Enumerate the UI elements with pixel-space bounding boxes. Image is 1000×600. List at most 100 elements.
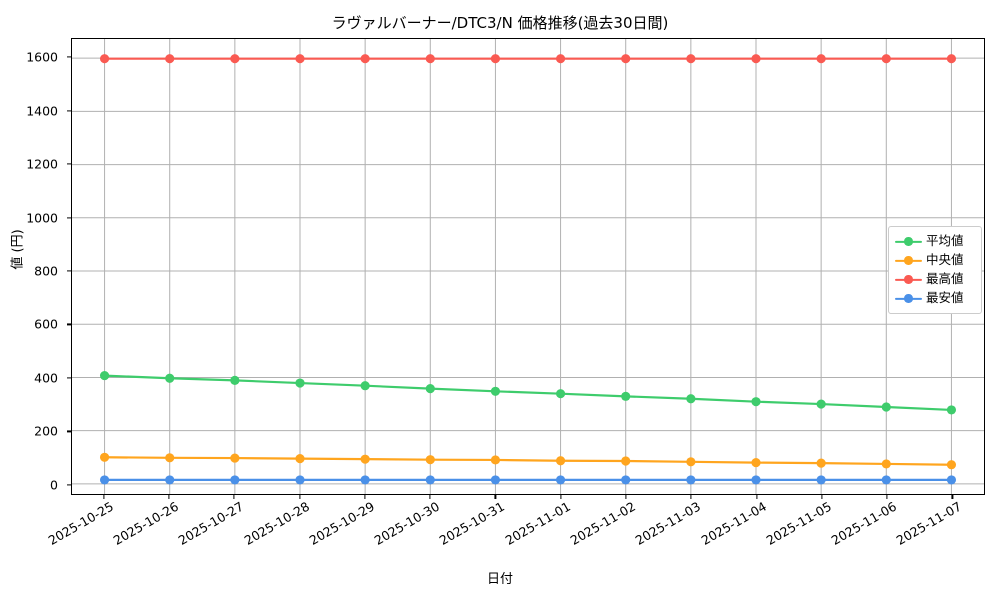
- data-point-marker: [360, 381, 370, 391]
- data-point-marker: [99, 371, 110, 381]
- data-point-marker: [751, 458, 761, 468]
- legend-swatch-icon: [895, 255, 922, 267]
- legend-item-1[interactable]: 中央値: [895, 251, 975, 270]
- x-tick-label: 2025-11-04: [698, 498, 769, 548]
- y-tick-mark: [67, 430, 71, 432]
- data-point-marker: [946, 475, 957, 485]
- y-tick-mark: [67, 323, 71, 326]
- x-tick-label: 2025-11-03: [632, 498, 704, 548]
- y-tick-mark: [67, 163, 71, 165]
- data-point-marker: [230, 475, 240, 485]
- data-point-marker: [881, 402, 891, 412]
- x-tick-mark: [886, 495, 888, 499]
- data-point-marker: [686, 394, 696, 404]
- y-tick-mark: [67, 56, 71, 58]
- data-point-marker: [425, 455, 435, 465]
- series-line-0: [103, 374, 953, 412]
- data-point-marker: [751, 54, 761, 64]
- data-point-marker: [99, 54, 110, 64]
- x-tick-label: 2025-11-07: [893, 498, 965, 548]
- data-point-marker: [816, 399, 826, 409]
- legend-label: 最高値: [926, 271, 964, 287]
- x-tick-label: 2025-11-02: [567, 498, 638, 548]
- data-point-marker: [686, 475, 696, 485]
- y-tick-mark: [67, 377, 71, 379]
- data-point-marker: [425, 384, 435, 394]
- legend-label: 中央値: [926, 252, 964, 268]
- legend-item-0[interactable]: 平均値: [895, 232, 975, 251]
- data-point-marker: [295, 475, 305, 485]
- legend-label: 平均値: [926, 233, 964, 249]
- x-tick-mark: [755, 495, 758, 499]
- data-point-marker: [165, 453, 175, 463]
- x-tick-label: 2025-10-31: [436, 498, 508, 548]
- x-tick-mark: [233, 495, 235, 499]
- x-tick-mark: [103, 495, 105, 499]
- data-point-marker: [360, 54, 370, 64]
- x-tick-mark: [364, 495, 366, 499]
- data-point-marker: [490, 54, 501, 64]
- y-tick-label: 600: [34, 316, 58, 332]
- data-point-marker: [230, 453, 240, 463]
- series-line-1: [103, 456, 953, 466]
- data-point-marker: [295, 54, 305, 64]
- y-tick-label: 800: [34, 263, 58, 279]
- legend-swatch-icon: [895, 274, 922, 286]
- data-point-marker: [816, 54, 826, 64]
- y-tick-label: 1200: [26, 156, 58, 172]
- data-point-marker: [946, 405, 957, 415]
- legend-swatch-icon: [895, 236, 922, 248]
- y-axis-tick-marks: [0, 38, 71, 495]
- y-tick-mark: [67, 484, 71, 486]
- data-point-marker: [621, 54, 631, 64]
- y-tick-label: 200: [34, 423, 58, 439]
- y-tick-mark: [67, 110, 71, 112]
- data-point-marker: [99, 475, 110, 485]
- x-tick-mark: [625, 495, 627, 499]
- data-point-marker: [816, 475, 826, 485]
- data-point-marker: [99, 452, 110, 462]
- x-tick-mark: [429, 495, 431, 499]
- legend-item-3[interactable]: 最安値: [895, 289, 975, 308]
- y-tick-label: 400: [34, 370, 58, 386]
- data-point-marker: [751, 475, 761, 485]
- y-tick-label: 1000: [26, 210, 58, 226]
- data-point-marker: [230, 375, 240, 385]
- data-point-marker: [230, 54, 240, 64]
- data-point-marker: [751, 397, 761, 407]
- data-point-marker: [425, 475, 435, 485]
- x-tick-label: 2025-10-25: [45, 498, 116, 548]
- data-point-marker: [686, 54, 696, 64]
- data-point-marker: [165, 373, 175, 383]
- y-tick-mark: [67, 270, 71, 272]
- y-tick-mark: [67, 216, 71, 219]
- x-tick-mark: [494, 495, 496, 499]
- data-point-marker: [490, 455, 501, 465]
- x-tick-mark: [298, 495, 301, 499]
- series-lines: [99, 54, 957, 485]
- data-point-marker: [881, 459, 891, 469]
- x-axis-title: 日付: [486, 572, 513, 587]
- x-tick-label: 2025-11-01: [502, 498, 573, 548]
- x-axis-tick-marks: [71, 495, 985, 501]
- data-point-marker: [686, 457, 696, 467]
- data-point-marker: [946, 54, 957, 64]
- data-point-marker: [621, 475, 631, 485]
- data-point-marker: [816, 458, 826, 468]
- x-tick-mark: [168, 495, 170, 499]
- legend-item-2[interactable]: 最高値: [895, 270, 975, 289]
- data-point-marker: [165, 475, 175, 485]
- x-tick-mark: [560, 495, 562, 499]
- data-point-marker: [555, 54, 566, 64]
- data-point-marker: [621, 391, 631, 401]
- data-point-marker: [165, 54, 175, 64]
- chart-legend[interactable]: 平均値中央値最高値最安値: [888, 226, 982, 314]
- data-point-marker: [425, 54, 435, 64]
- legend-swatch-icon: [895, 293, 922, 305]
- data-point-marker: [946, 460, 957, 470]
- x-tick-label: 2025-10-26: [110, 498, 181, 548]
- legend-label: 最安値: [926, 290, 964, 306]
- y-tick-label: 1400: [26, 103, 58, 119]
- data-point-marker: [360, 454, 370, 464]
